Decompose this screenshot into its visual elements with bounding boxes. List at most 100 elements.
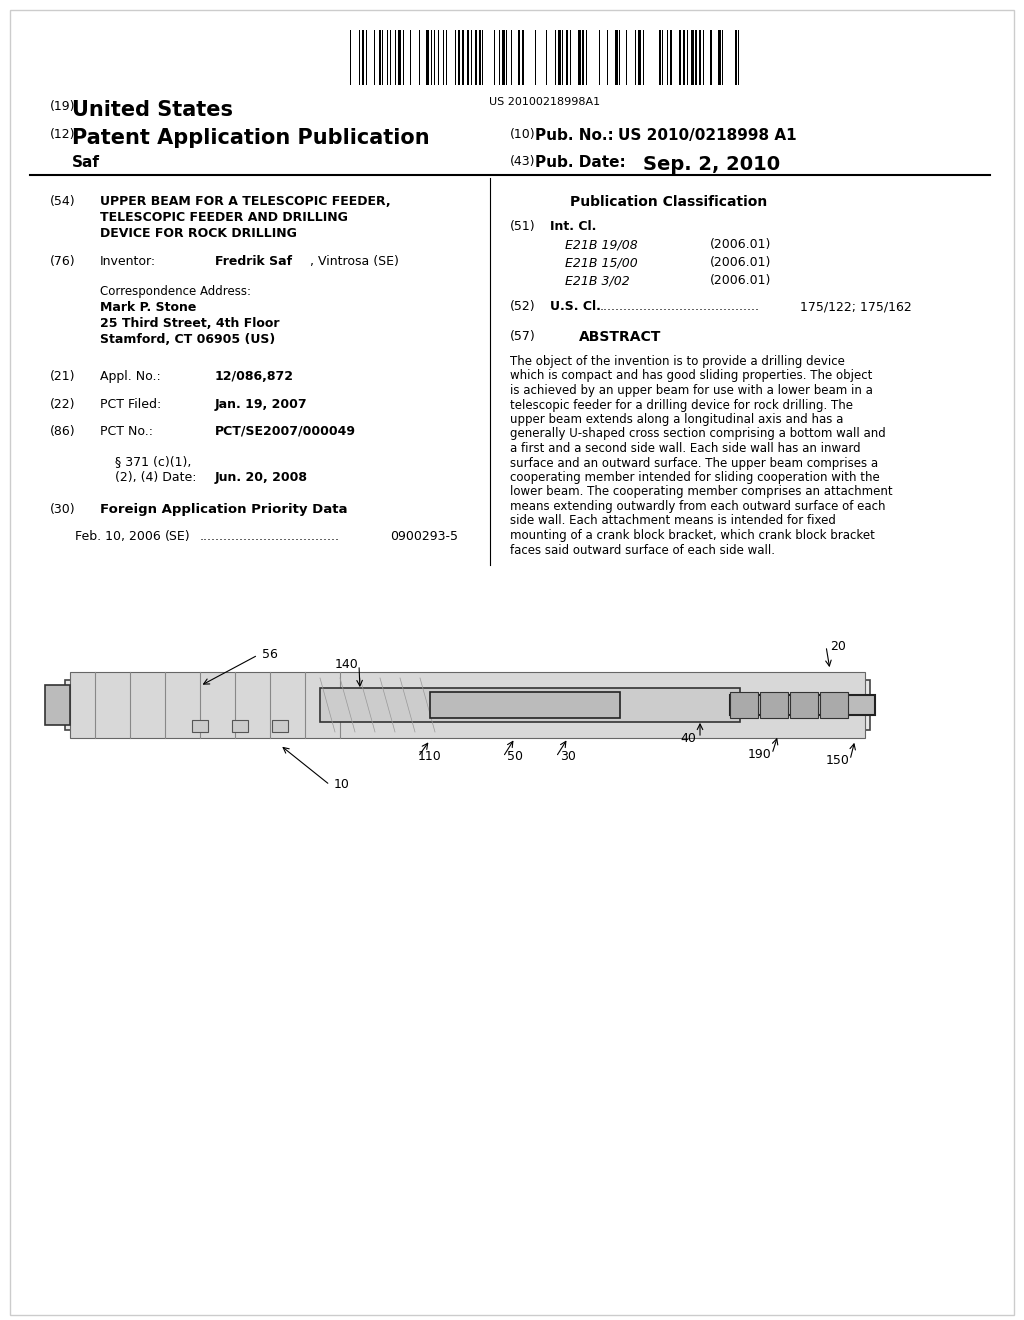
Text: Sep. 2, 2010: Sep. 2, 2010 [643,154,780,174]
Bar [578,30,581,84]
Text: 140: 140 [335,659,358,672]
Text: (22): (22) [50,399,76,411]
Text: U.S. Cl.: U.S. Cl. [550,300,601,313]
Text: US 2010/0218998 A1: US 2010/0218998 A1 [618,128,797,143]
Text: Foreign Application Priority Data: Foreign Application Priority Data [100,503,347,516]
Text: Mark P. Stone: Mark P. Stone [100,301,197,314]
Text: which is compact and has good sliding properties. The object: which is compact and has good sliding pr… [510,370,872,383]
Text: E21B 19/08: E21B 19/08 [565,238,638,251]
Text: TELESCOPIC FEEDER AND DRILLING: TELESCOPIC FEEDER AND DRILLING [100,211,348,224]
Text: Appl. No.:: Appl. No.: [100,370,161,383]
Bar [65,680,870,730]
Text: E21B 3/02: E21B 3/02 [565,275,630,286]
Text: (2006.01): (2006.01) [710,275,771,286]
Text: (SE): (SE) [165,531,190,543]
Bar [458,30,460,84]
Bar [475,30,477,84]
Bar [760,692,788,718]
Bar [45,685,70,725]
Text: Feb. 10, 2006: Feb. 10, 2006 [75,531,161,543]
Text: Patent Application Publication: Patent Application Publication [72,128,430,148]
Bar [638,30,641,84]
Text: 20: 20 [830,639,846,652]
Text: upper beam extends along a longitudinal axis and has a: upper beam extends along a longitudinal … [510,413,844,426]
Text: means extending outwardly from each outward surface of each: means extending outwardly from each outw… [510,500,886,513]
Bar [615,30,618,84]
Text: PCT/SE2007/000049: PCT/SE2007/000049 [215,425,356,438]
Bar [426,30,429,84]
Bar [430,692,620,718]
Bar [710,30,712,84]
Text: United States: United States [72,100,233,120]
Text: (76): (76) [50,255,76,268]
Text: E21B 15/00: E21B 15/00 [565,256,638,269]
Text: (21): (21) [50,370,76,383]
Text: Stamford, CT 06905 (US): Stamford, CT 06905 (US) [100,333,275,346]
Bar [232,719,248,733]
Bar [699,30,701,84]
Text: Pub. No.:: Pub. No.: [535,128,613,143]
Bar [319,688,740,722]
Text: Correspondence Address:: Correspondence Address: [100,285,251,298]
Text: Jun. 20, 2008: Jun. 20, 2008 [215,471,308,484]
Bar [718,30,721,84]
Bar [679,30,681,84]
Bar [670,30,672,84]
Bar [582,30,584,84]
Text: side wall. Each attachment means is intended for fixed: side wall. Each attachment means is inte… [510,515,836,528]
Text: (2006.01): (2006.01) [710,238,771,251]
Text: Int. Cl.: Int. Cl. [550,220,596,234]
Text: 12/086,872: 12/086,872 [215,370,294,383]
Text: , Vintrosa (SE): , Vintrosa (SE) [310,255,399,268]
Text: Publication Classification: Publication Classification [570,195,767,209]
Text: 110: 110 [418,751,442,763]
Text: 56: 56 [262,648,278,661]
Bar [518,30,520,84]
Text: The object of the invention is to provide a drilling device: The object of the invention is to provid… [510,355,845,368]
Text: (12): (12) [50,128,76,141]
Bar [683,30,685,84]
Bar [362,30,364,84]
Bar [502,30,505,84]
Text: DEVICE FOR ROCK DRILLING: DEVICE FOR ROCK DRILLING [100,227,297,240]
Text: Jan. 19, 2007: Jan. 19, 2007 [215,399,307,411]
Text: Saf: Saf [72,154,100,170]
Text: 150: 150 [826,754,850,767]
Text: 0900293-5: 0900293-5 [390,531,458,543]
Text: is achieved by an upper beam for use with a lower beam in a: is achieved by an upper beam for use wit… [510,384,872,397]
Text: (86): (86) [50,425,76,438]
Bar [522,30,524,84]
Text: (19): (19) [50,100,76,114]
Text: ABSTRACT: ABSTRACT [579,330,662,345]
Text: (30): (30) [50,503,76,516]
Text: (54): (54) [50,195,76,209]
Bar [691,30,694,84]
Bar [379,30,381,84]
Text: Inventor:: Inventor: [100,255,156,268]
Text: surface and an outward surface. The upper beam comprises a: surface and an outward surface. The uppe… [510,457,879,470]
Text: § 371 (c)(1),: § 371 (c)(1), [115,455,191,469]
Text: US 20100218998A1: US 20100218998A1 [489,96,600,107]
Text: 25 Third Street, 4th Floor: 25 Third Street, 4th Floor [100,317,280,330]
Text: UPPER BEAM FOR A TELESCOPIC FEEDER,: UPPER BEAM FOR A TELESCOPIC FEEDER, [100,195,390,209]
Bar [479,30,481,84]
Text: 175/122; 175/162: 175/122; 175/162 [800,300,911,313]
Text: a first and a second side wall. Each side wall has an inward: a first and a second side wall. Each sid… [510,442,860,455]
Bar [730,696,874,715]
Text: PCT Filed:: PCT Filed: [100,399,161,411]
Text: 50: 50 [507,751,523,763]
Bar [730,692,758,718]
Text: (57): (57) [510,330,536,343]
Text: (10): (10) [510,128,536,141]
Bar [566,30,568,84]
Bar [820,692,848,718]
Bar [659,30,662,84]
Bar [70,672,865,738]
Bar [467,30,469,84]
Text: 190: 190 [749,747,772,760]
Text: lower beam. The cooperating member comprises an attachment: lower beam. The cooperating member compr… [510,486,893,499]
Text: PCT No.:: PCT No.: [100,425,153,438]
Text: (51): (51) [510,220,536,234]
Bar [272,719,288,733]
Bar [558,30,561,84]
